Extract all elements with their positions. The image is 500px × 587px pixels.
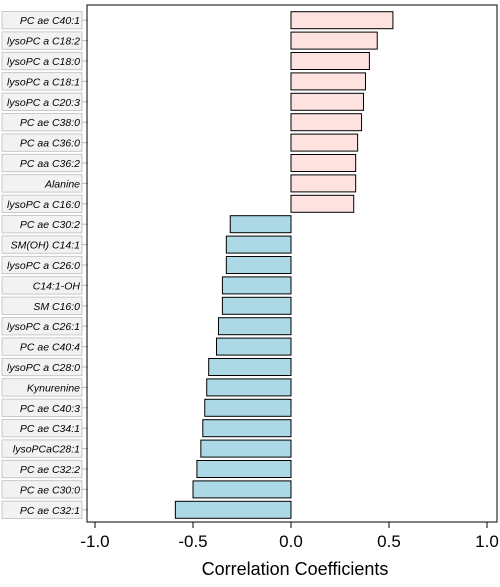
- category-label: lysoPC a C26:1: [7, 321, 80, 333]
- category-label: Kynurenine: [27, 382, 80, 394]
- x-tick-label: 0.0: [279, 532, 303, 551]
- category-label: PC ae C32:1: [20, 505, 80, 517]
- bar: [290, 92, 365, 111]
- category-label: PC ae C32:2: [20, 464, 80, 476]
- category-label: Alanine: [44, 178, 80, 190]
- category-label: PC aa C36:0: [20, 138, 80, 150]
- bar: [221, 296, 292, 315]
- x-axis-ticks: -1.0 -0.5 0.0 0.5 1.0: [80, 522, 499, 551]
- category-label: SM(OH) C14:1: [11, 240, 80, 252]
- bar: [217, 317, 292, 336]
- x-tick-label: 1.0: [475, 532, 499, 551]
- bar: [290, 31, 378, 50]
- category-label: lysoPC a C16:0: [7, 199, 80, 211]
- bar: [290, 174, 357, 193]
- category-label: PC ae C38:0: [20, 117, 80, 129]
- bar: [221, 276, 292, 295]
- bar: [225, 235, 292, 254]
- category-label: lysoPC a C18:1: [7, 76, 80, 88]
- bar: [208, 358, 292, 376]
- bar: [290, 113, 363, 132]
- bar: [216, 337, 292, 356]
- plot-frame: [86, 4, 498, 523]
- bar: [290, 52, 370, 70]
- category-label: PC ae C30:2: [20, 219, 80, 231]
- category-label: PC ae C34:1: [20, 423, 80, 435]
- bar: [192, 480, 292, 499]
- bar: [200, 439, 292, 458]
- x-tick-label: -1.0: [80, 532, 109, 551]
- bar: [196, 460, 292, 478]
- bar: [290, 133, 359, 152]
- bar: [206, 378, 292, 397]
- category-label: lysoPC a C18:2: [7, 36, 80, 48]
- bar: [204, 398, 292, 417]
- bar: [290, 194, 355, 213]
- x-tick-label: 0.5: [377, 532, 401, 551]
- category-label: PC ae C30:0: [20, 484, 80, 496]
- category-labels: PC ae C40:1 lysoPC a C18:2 lysoPC a C18:0 l…: [1, 11, 88, 519]
- x-tick-label: -0.5: [178, 532, 207, 551]
- bars: [174, 11, 394, 519]
- bar: [225, 256, 292, 274]
- category-label: lysoPC a C20:3: [7, 97, 80, 109]
- category-label: C14:1-OH: [33, 280, 81, 292]
- category-label: SM C16:0: [33, 301, 80, 313]
- bar: [290, 11, 394, 30]
- category-label: lysoPC a C26:0: [7, 260, 80, 272]
- bar: [202, 419, 292, 438]
- category-label: PC ae C40:3: [20, 403, 80, 415]
- bar: [174, 500, 292, 519]
- category-label: lysoPCaC28:1: [13, 444, 80, 456]
- bar: [290, 154, 357, 172]
- category-label: PC ae C40:4: [20, 342, 80, 354]
- bar: [229, 215, 292, 234]
- category-label: lysoPC a C28:0: [7, 362, 80, 374]
- category-label: lysoPC a C18:0: [7, 56, 80, 68]
- bar: [290, 72, 366, 91]
- category-label: PC aa C36:2: [20, 158, 80, 170]
- category-label: PC ae C40:1: [20, 15, 80, 27]
- x-axis-title: Correlation Coefficients: [202, 559, 389, 579]
